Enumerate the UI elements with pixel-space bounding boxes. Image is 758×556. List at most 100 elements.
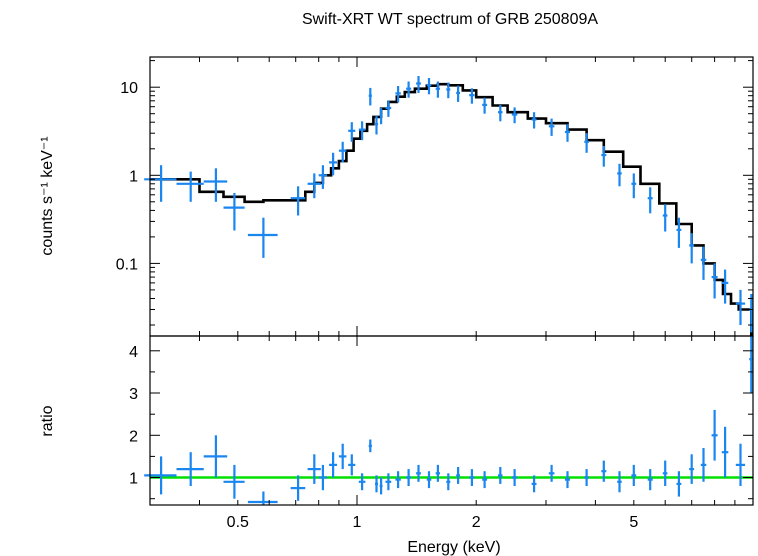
x-axis-label: Energy (keV) (407, 539, 500, 556)
ratio-point (358, 473, 366, 491)
top-y-tick-label: 0.1 (116, 256, 138, 273)
ratio-point (338, 443, 347, 470)
ratio-point (735, 443, 746, 486)
data-point (416, 76, 421, 93)
data-point (662, 204, 668, 232)
data-point (482, 97, 488, 114)
data-point (631, 173, 637, 199)
ratio-point (223, 464, 245, 499)
bottom-y-axis-label: ratio (39, 405, 56, 436)
data-point (498, 104, 503, 122)
ratio-point (676, 471, 682, 497)
data-point (647, 187, 653, 214)
ratio-point (385, 473, 392, 491)
ratio-point (375, 475, 379, 493)
data-point (446, 82, 451, 99)
data-point (735, 289, 746, 325)
ratio-point (406, 469, 412, 486)
ratio-point (176, 452, 204, 486)
ratio-point (318, 464, 328, 491)
data-point (721, 269, 729, 304)
top-y-axis-label: counts s⁻¹ keV⁻¹ (39, 136, 56, 255)
data-point (435, 81, 440, 98)
ratio-point (446, 473, 451, 491)
data-point (203, 168, 228, 202)
data-point (456, 85, 460, 102)
data-point (223, 193, 245, 231)
data-point (531, 112, 537, 129)
ratio-point (290, 475, 306, 501)
data-point (368, 87, 372, 106)
chart-title: Swift-XRT WT spectrum of GRB 250809A (302, 11, 598, 28)
top-y-tick-label: 1 (129, 168, 138, 185)
ratio-point (426, 471, 432, 489)
data-point (348, 122, 356, 142)
ratio-point (368, 439, 372, 453)
ratio-point (247, 491, 278, 505)
ratio-point (662, 460, 668, 486)
ratio-frame (149, 335, 754, 506)
data-point (290, 186, 306, 216)
data-point (379, 108, 383, 125)
bottom-y-tick-label: 4 (129, 344, 138, 361)
ratio-point (435, 464, 440, 482)
ratio-point (721, 426, 729, 478)
data-point (375, 116, 379, 135)
data-point (711, 263, 718, 299)
data-point (676, 217, 682, 248)
data-point (584, 133, 589, 153)
data-point (338, 141, 347, 163)
ratio-point (348, 454, 356, 476)
data-point (426, 78, 432, 95)
data-point (385, 100, 392, 117)
x-tick-label: 2 (472, 514, 481, 531)
bottom-y-tick-label: 3 (129, 386, 138, 403)
ratio-point (711, 409, 718, 461)
ratio-point (379, 477, 383, 495)
data-point (318, 165, 328, 189)
ratio-point (203, 435, 228, 478)
ratio-point (469, 469, 475, 486)
x-tick-label: 0.5 (227, 514, 249, 531)
ratio-point (307, 454, 321, 484)
ratio-point (329, 452, 337, 478)
data-point (307, 173, 321, 199)
ratio-point (689, 454, 695, 484)
ratio-point (700, 448, 707, 482)
ratio-point (564, 471, 570, 489)
data-point (395, 86, 401, 103)
data-point (511, 107, 518, 124)
ratio-point (548, 464, 555, 482)
bottom-y-tick-label: 1 (129, 471, 138, 488)
ratio-point (416, 464, 421, 482)
data-point (601, 146, 607, 167)
data-point (700, 246, 707, 280)
bottom-y-tick-label: 2 (129, 428, 138, 445)
ratio-point (482, 471, 488, 489)
ratio-point (601, 460, 607, 482)
ratio-point (395, 471, 401, 489)
ratio-point (617, 471, 622, 493)
data-point (617, 163, 622, 187)
ratio-point (456, 467, 460, 484)
data-point (564, 124, 570, 142)
data-point (548, 118, 555, 136)
data-point (469, 88, 475, 104)
ratio-point (647, 469, 653, 491)
ratio-point (631, 464, 637, 486)
top-y-tick-label: 10 (120, 80, 138, 97)
ratio-panel: 1 2 3 4 0.5 1 2 5 (129, 335, 754, 531)
data-point (406, 81, 412, 98)
data-point (176, 171, 204, 202)
ratio-point (511, 469, 518, 486)
x-tick-label: 5 (629, 514, 638, 531)
x-tick-label: 1 (353, 514, 362, 531)
data-point (329, 152, 337, 176)
data-point (247, 217, 278, 258)
data-point (689, 233, 695, 264)
ratio-point (498, 467, 503, 484)
ratio-point (531, 475, 537, 493)
ratio-point (584, 469, 589, 486)
